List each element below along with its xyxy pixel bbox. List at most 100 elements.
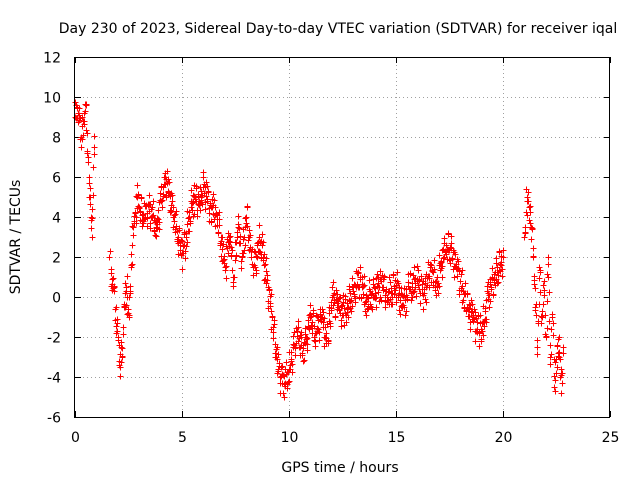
data-point-interp — [316, 337, 323, 344]
data-point-interp — [360, 291, 367, 298]
data-point-interp — [546, 318, 553, 325]
data-point-interp — [186, 228, 193, 235]
data-point-interp — [87, 201, 94, 208]
data-point — [536, 264, 543, 271]
data-point-interp — [332, 313, 339, 320]
data-point-interp — [474, 319, 481, 326]
data-point-interp — [89, 215, 96, 222]
data-point — [91, 144, 98, 151]
data-point-interp — [349, 275, 356, 282]
data-point — [188, 204, 195, 211]
data-point-interp — [336, 295, 343, 302]
data-point — [120, 324, 127, 331]
data-point-interp — [129, 242, 136, 249]
data-point-interp — [256, 222, 263, 229]
data-point-interp — [170, 204, 177, 211]
data-point-interp — [173, 208, 180, 215]
data-point-interp — [149, 204, 156, 211]
data-point-interp — [361, 282, 368, 289]
y-tick-label: 2 — [52, 251, 61, 267]
data-point-interp — [129, 261, 136, 268]
grid-layer — [75, 57, 610, 417]
data-point — [558, 390, 565, 397]
data-point-interp — [152, 232, 159, 239]
data-point-interp — [237, 240, 244, 247]
data-point-interp — [315, 326, 322, 333]
data-point-interp — [336, 307, 343, 314]
data-point-interp — [113, 323, 120, 330]
data-point-interp — [154, 215, 161, 222]
x-tick-label: 5 — [178, 430, 187, 446]
data-point-interp — [480, 332, 487, 339]
data-point-interp — [304, 335, 311, 342]
data-point — [117, 364, 124, 371]
data-point — [307, 314, 314, 321]
data-point — [260, 254, 267, 261]
data-point-interp — [550, 320, 557, 327]
data-point-interp — [107, 248, 114, 255]
data-point-interp — [155, 216, 162, 223]
data-point-interp — [193, 183, 200, 190]
data-point-interp — [468, 297, 475, 304]
data-point-interp — [304, 341, 311, 348]
data-point-interp — [294, 328, 301, 335]
data-point-interp — [183, 243, 190, 250]
data-point-interp — [448, 233, 455, 240]
data-point-interp — [195, 191, 202, 198]
data-point-interp — [415, 282, 422, 289]
x-tick-label: 25 — [602, 430, 620, 446]
data-point-interp — [211, 197, 218, 204]
data-point-interp — [346, 283, 353, 290]
data-point-interp — [302, 331, 309, 338]
data-point-interp — [289, 361, 296, 368]
data-point-interp — [389, 301, 396, 308]
data-point-interp — [78, 144, 85, 151]
data-point-interp — [472, 338, 479, 345]
data-point-interp — [127, 290, 134, 297]
plot-frame — [74, 57, 610, 418]
y-tick-label: 10 — [43, 91, 61, 107]
data-point-interp — [288, 349, 295, 356]
data-point-interp — [338, 323, 345, 330]
data-point-interp — [547, 361, 554, 368]
data-point-interp — [81, 121, 88, 128]
data-point-interp — [134, 182, 141, 189]
data-point-interp — [246, 227, 253, 234]
data-point-interp — [219, 246, 226, 253]
data-point-interp — [482, 308, 489, 315]
data-point-interp — [377, 294, 384, 301]
data-point-interp — [263, 268, 270, 275]
data-point-interp — [439, 263, 446, 270]
data-point-interp — [114, 328, 121, 335]
data-point-interp — [118, 339, 125, 346]
data-point-interp — [451, 274, 458, 281]
data-point-interp — [292, 345, 299, 352]
data-point-interp — [222, 267, 229, 274]
data-point-interp — [479, 328, 486, 335]
data-point-interp — [552, 388, 559, 395]
data-point-interp — [465, 306, 472, 313]
data-point-interp — [454, 273, 461, 280]
data-point-interp — [542, 312, 549, 319]
data-point-interp — [87, 185, 94, 192]
data-point-interp — [188, 187, 195, 194]
data-point — [90, 164, 97, 171]
data-point-interp — [360, 283, 367, 290]
data-point-interp — [221, 256, 228, 263]
data-point-interp — [348, 297, 355, 304]
data-point-interp — [351, 291, 358, 298]
data-point-interp — [163, 194, 170, 201]
data-point-interp — [347, 298, 354, 305]
data-point-interp — [411, 264, 418, 271]
data-point-interp — [235, 213, 242, 220]
data-point-interp — [138, 195, 145, 202]
data-point-interp — [385, 289, 392, 296]
data-point-interp — [349, 303, 356, 310]
data-point-interp — [495, 272, 502, 279]
data-point-interp — [459, 267, 466, 274]
data-point-interp — [320, 309, 327, 316]
data-point — [560, 344, 567, 351]
data-point-interp — [452, 251, 459, 258]
data-point-interp — [300, 345, 307, 352]
